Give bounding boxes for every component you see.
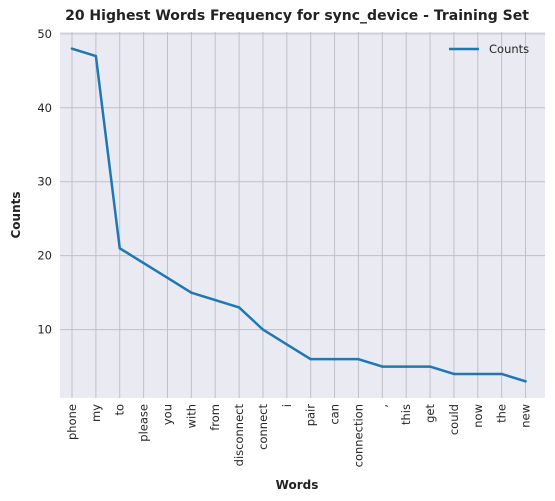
x-tick-label: new [519,404,533,428]
data-point [309,357,312,361]
x-tick-label: connect [256,404,270,450]
data-point [452,372,456,376]
legend-label-counts: Counts [489,42,529,56]
x-tick-label: get [423,404,437,423]
data-point [118,247,121,250]
x-tick-labels: phone my to please you with from disconnect conn… [65,404,533,468]
x-tick-label: now [471,404,485,428]
data-point [428,365,432,368]
x-tick-label: with [184,404,198,428]
x-tick-label: could [447,404,461,435]
y-tick-label: 10 [37,323,52,337]
data-point [166,276,169,280]
x-tick-label: my [89,404,103,422]
x-tick-label: disconnect [232,404,246,467]
data-point [94,54,98,58]
data-point [404,365,408,368]
x-tick-label: phone [65,404,79,440]
data-point [190,291,193,294]
x-tick-label: please [137,404,151,442]
grid-lines [60,32,545,398]
data-point [333,357,336,361]
data-point [524,380,527,383]
plot-area [60,32,545,398]
legend: Counts [449,42,529,56]
y-tick-label: 50 [37,27,52,41]
data-point [237,306,241,309]
x-axis-label: Words [276,478,319,492]
x-tick-label: connection [351,404,365,467]
data-point [261,328,265,331]
series-line-counts [70,47,527,383]
data-point [142,261,145,265]
x-tick-label: the [495,404,509,423]
x-tick-label: can [328,404,342,425]
y-axis-label: Counts [9,191,23,238]
x-tick-label: i [280,404,294,407]
y-tick-label: 30 [37,175,52,189]
x-tick-label: you [160,404,174,425]
data-point [70,47,74,50]
x-tick-label: pair [304,404,318,427]
x-tick-label: to [113,404,127,416]
data-point [285,343,289,346]
x-tick-label: this [399,404,413,425]
x-tick-label: from [208,404,222,431]
y-tick-labels: 10 20 30 40 50 [37,27,52,337]
data-point [381,365,384,368]
y-tick-label: 20 [37,249,52,263]
x-tick-label: , [375,404,389,408]
data-point [500,372,503,376]
chart-title: 20 Highest Words Frequency for sync_devi… [65,8,529,24]
series-group [70,47,527,383]
data-point [214,298,217,302]
data-point [357,357,360,361]
data-point [476,372,479,376]
y-tick-label: 40 [37,101,52,115]
